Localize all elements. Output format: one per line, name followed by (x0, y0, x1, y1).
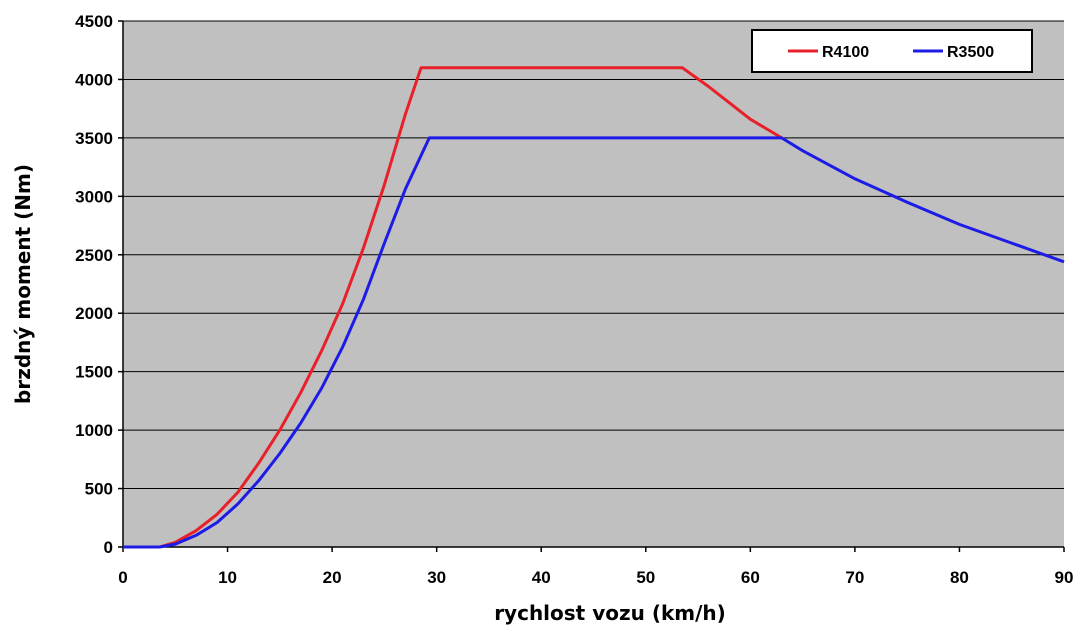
y-tick-label-1000: 1000 (75, 421, 113, 440)
y-tick-labels: 0 500 1000 1500 2000 2500 3000 3500 4000 4500 (75, 12, 123, 557)
y-tick-label-2000: 2000 (75, 304, 113, 323)
y-tick-label-2500: 2500 (75, 246, 113, 265)
y-tick-label-1500: 1500 (75, 363, 113, 382)
x-tick-label-50: 50 (636, 568, 655, 587)
x-tick-label-30: 30 (427, 568, 446, 587)
legend: R4100 R3500 (751, 29, 1033, 73)
series-lines (123, 66, 1065, 549)
y-tick-label-4500: 4500 (75, 12, 113, 31)
x-tick-label-90: 90 (1055, 568, 1074, 587)
x-tick-labels: 0 10 20 30 40 50 60 70 80 90 (118, 547, 1073, 587)
plot-area (123, 21, 1064, 547)
y-tick-label-4000: 4000 (75, 70, 113, 89)
y-axis-title: brzdný moment (Nm) (11, 164, 35, 404)
series-line-r3500 (123, 136, 1065, 549)
y-tick-label-0: 0 (104, 538, 113, 557)
x-tick-label-70: 70 (845, 568, 864, 587)
legend-label-r3500: R3500 (947, 44, 994, 61)
legend-label-r4100: R4100 (822, 44, 869, 61)
x-tick-label-10: 10 (218, 568, 237, 587)
x-tick-label-60: 60 (741, 568, 760, 587)
x-axis-title: rychlost vozu (km/h) (494, 601, 726, 625)
x-tick-label-0: 0 (118, 568, 127, 587)
y-tick-label-500: 500 (85, 480, 113, 499)
x-tick-label-80: 80 (950, 568, 969, 587)
y-tick-label-3500: 3500 (75, 129, 113, 148)
x-tick-label-40: 40 (532, 568, 551, 587)
series-line-r4100 (123, 66, 783, 549)
y-tick-label-3000: 3000 (75, 187, 113, 206)
x-tick-label-20: 20 (323, 568, 342, 587)
